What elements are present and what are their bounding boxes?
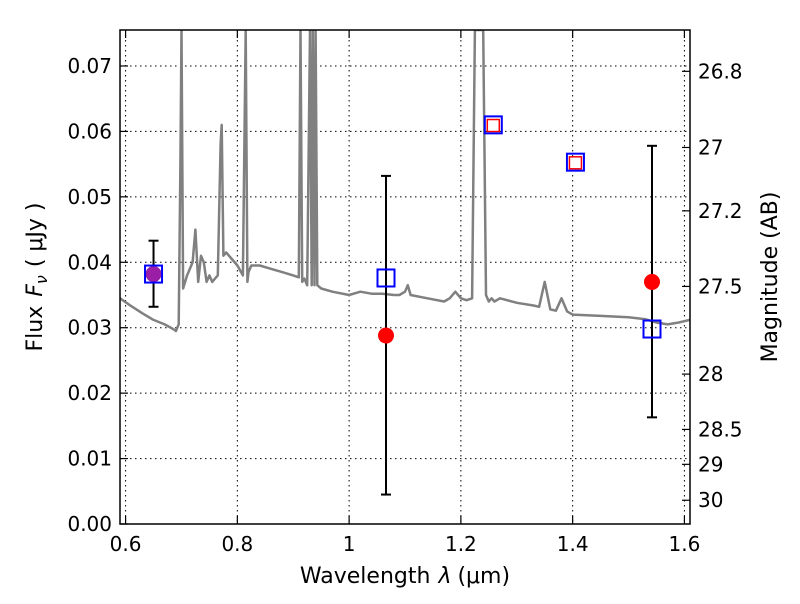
y-axis-label: FluxFν( μJy ) <box>23 203 51 352</box>
y-tick-label: 0.00 <box>67 512 112 536</box>
x-tick-label: 1.2 <box>445 532 477 556</box>
observed-point <box>486 118 501 133</box>
x-tick-label: 1 <box>343 532 356 556</box>
x-tick-label: 1.4 <box>557 532 589 556</box>
plot-frame <box>119 29 691 525</box>
y2-tick-label: 28 <box>698 362 723 386</box>
model-point <box>565 152 585 172</box>
y2-tick-label: 27.5 <box>698 274 743 298</box>
y-tick-label: 0.03 <box>67 316 112 340</box>
y-tick-label: 0.05 <box>67 185 112 209</box>
grid-layer <box>120 30 690 525</box>
y-tick-label: 0.02 <box>67 381 112 405</box>
observed-point <box>644 273 660 290</box>
model-point <box>376 268 396 288</box>
x-axis-label: Wavelength λ (μm) <box>300 564 510 589</box>
x-tick-label: 0.8 <box>221 532 253 556</box>
y2-tick-label: 28.5 <box>698 417 743 441</box>
observed-point <box>378 327 394 344</box>
spectrum-line <box>120 30 690 333</box>
y2-tick-label: 27 <box>698 135 723 159</box>
x-tick-label: 1.6 <box>669 532 701 556</box>
model-point <box>144 264 164 284</box>
y2-axis-label: Magnitude (AB) <box>758 192 783 363</box>
tick-layer: 0.6 0.8 1 1.2 1.4 1.6 0.00 0.01 0.02 0.03 0.04 0.05… <box>67 30 743 556</box>
observed-point <box>145 266 162 283</box>
y2-tick-label: 27.2 <box>698 199 743 223</box>
y-tick-label: 0.01 <box>67 447 112 471</box>
y-tick-label: 0.07 <box>67 54 112 78</box>
y-tick-label: 0.06 <box>67 119 112 143</box>
observed-point <box>568 156 583 170</box>
y2-tick-label: 29 <box>698 452 723 476</box>
data-layer <box>120 30 690 496</box>
model-point <box>483 115 503 135</box>
y-tick-label: 0.04 <box>67 250 112 274</box>
y2-tick-label: 26.8 <box>698 59 743 83</box>
model-point <box>642 319 662 339</box>
y2-tick-label: 30 <box>698 488 723 512</box>
x-tick-label: 0.6 <box>110 532 142 556</box>
